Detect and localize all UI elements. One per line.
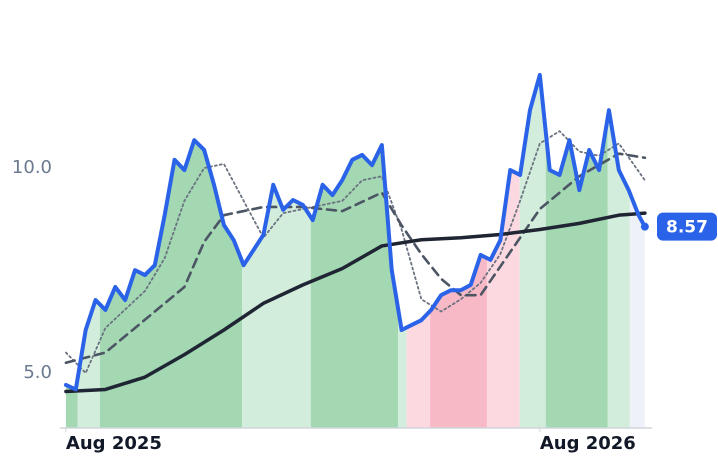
x-tick-label: Aug 2025 bbox=[66, 433, 162, 454]
last-value-label: 8.57 bbox=[666, 218, 708, 238]
y-tick-label: 5.0 bbox=[23, 362, 52, 383]
band-area bbox=[629, 193, 645, 428]
band-area bbox=[99, 140, 243, 428]
band-area bbox=[519, 74, 546, 428]
band-area bbox=[545, 117, 608, 428]
moving-average-line bbox=[65, 130, 646, 374]
band-area bbox=[406, 311, 431, 428]
band-area bbox=[242, 184, 311, 428]
band-area bbox=[398, 308, 407, 428]
moving-average-line bbox=[64, 211, 647, 394]
x-tick-label: Aug 2026 bbox=[540, 433, 636, 454]
band-area bbox=[77, 300, 100, 428]
band-area bbox=[607, 110, 630, 428]
price-line bbox=[63, 72, 647, 392]
band-area bbox=[430, 254, 487, 428]
y-tick-label: 10.0 bbox=[12, 157, 52, 178]
last-value-badge bbox=[657, 212, 717, 241]
last-value-dot bbox=[640, 222, 649, 231]
band-area bbox=[310, 145, 399, 428]
